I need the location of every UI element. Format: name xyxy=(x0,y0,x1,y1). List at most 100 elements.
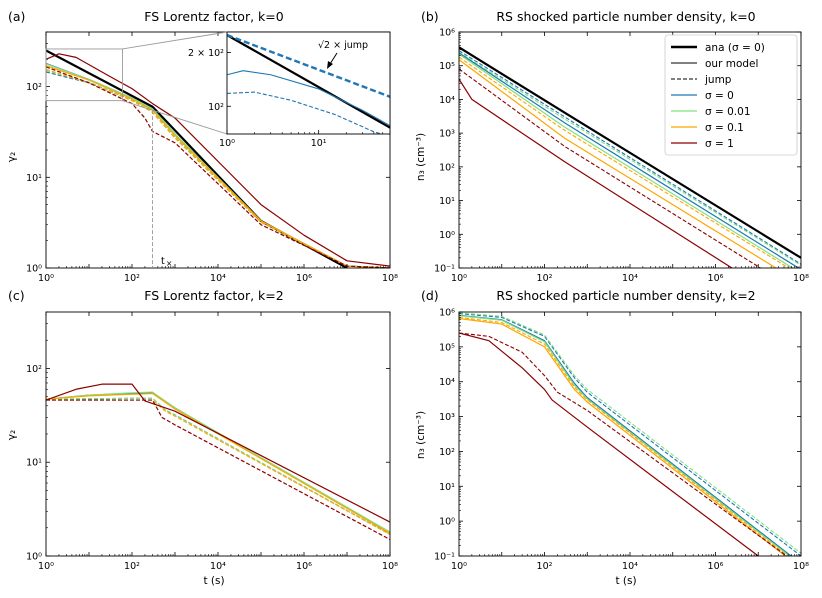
y-tick-label: 10³ xyxy=(439,412,455,423)
series-line xyxy=(459,78,734,268)
y-tick-label: 10⁶ xyxy=(439,308,455,319)
panel-c-label: (c) xyxy=(8,288,25,303)
legend-label: σ = 1 xyxy=(705,138,734,150)
inset-series-group xyxy=(227,33,390,134)
y-tick-label: 10¹ xyxy=(439,196,455,207)
panel-c: (c) FS Lorentz factor, k=2 10⁰ 10² 10⁴ 10⁶ 1… xyxy=(6,288,398,587)
inset-y-tick-label: 2 × 10² xyxy=(188,48,224,59)
series-line xyxy=(459,316,789,556)
panel-d: (d) RS shocked particle number density, … xyxy=(415,288,809,587)
series-line xyxy=(46,391,390,533)
y-tick-label: 10⁴ xyxy=(439,377,455,388)
legend-frame xyxy=(664,34,798,156)
y-tick-label: 10⁰ xyxy=(439,517,455,528)
inset-series-line xyxy=(227,91,384,134)
series-line xyxy=(46,397,390,535)
y-tick-label: 10⁰ xyxy=(26,264,42,275)
y-tick-label: 10⁴ xyxy=(439,95,455,106)
zoom-region xyxy=(45,48,123,102)
x-tick-label: 10⁴ xyxy=(622,273,638,284)
panel-c-xlabel: t (s) xyxy=(203,575,224,587)
series-line xyxy=(46,399,390,535)
x-tick-label: 10⁶ xyxy=(708,561,724,572)
x-tick-label: 10² xyxy=(124,273,140,284)
inset-x-tick-label: 10⁰ xyxy=(219,138,235,149)
series-group xyxy=(459,312,801,556)
series-line xyxy=(459,315,791,556)
panel-c-plot: 10⁰ 10² 10⁴ 10⁶ 10⁸ 10⁰ 10¹ 10² xyxy=(26,311,398,572)
inset-connector xyxy=(122,31,228,50)
series-line xyxy=(459,317,787,556)
legend-label: ana (σ = 0) xyxy=(705,42,765,54)
panel-b-title: RS shocked particle number density, k=0 xyxy=(496,9,755,24)
series-group xyxy=(46,49,390,268)
y-tick-label: 10⁶ xyxy=(439,28,455,39)
x-tick-label: 10² xyxy=(537,273,553,284)
x-tick-label: 10² xyxy=(537,561,553,572)
inset-series-line xyxy=(227,33,390,98)
inset-y-tick-label: 10² xyxy=(208,102,224,113)
x-tick-label: 10⁸ xyxy=(382,561,398,572)
legend: ana (σ = 0) our model jump σ = 0 σ = 0.01 σ =… xyxy=(664,34,798,156)
inset-annotation: √2 × jump xyxy=(318,40,368,51)
y-tick-label: 10⁵ xyxy=(439,61,455,72)
series-line xyxy=(459,332,788,556)
x-tick-label: 10⁸ xyxy=(382,273,398,284)
y-tick-label: 10² xyxy=(439,162,455,173)
x-tick-label: 10⁸ xyxy=(793,561,809,572)
x-tick-label: 10⁶ xyxy=(296,273,312,284)
legend-label: σ = 0 xyxy=(705,90,734,102)
x-tick-label: 10⁴ xyxy=(210,561,226,572)
legend-label: jump xyxy=(704,74,732,86)
y-tick-label: 10¹ xyxy=(26,173,42,184)
t-cross-label: t xyxy=(161,256,165,267)
legend-label: our model xyxy=(705,58,758,70)
series-line xyxy=(459,68,762,268)
x-tick-label: 10⁴ xyxy=(210,273,226,284)
y-tick-label: 10⁰ xyxy=(26,552,42,563)
y-tick-label: 10² xyxy=(26,82,42,93)
series-line xyxy=(46,383,390,523)
panel-b-label: (b) xyxy=(421,9,439,24)
y-tick-label: 10¹ xyxy=(26,458,42,469)
x-tick-label: 10⁶ xyxy=(296,561,312,572)
inset-annotation-arrow xyxy=(329,52,338,65)
x-tick-label: 10⁶ xyxy=(708,273,724,284)
inset-connector xyxy=(122,100,228,135)
t-cross-subscript: × xyxy=(166,259,172,268)
panel-a-ylabel: γ₂ xyxy=(6,152,18,162)
legend-label: σ = 0.1 xyxy=(705,122,744,134)
x-tick-label: 10² xyxy=(124,561,140,572)
y-tick-label: 10⁻¹ xyxy=(434,264,455,275)
inset-x-tick-label: 10¹ xyxy=(311,138,327,149)
panel-a: (a) FS Lorentz factor, k=0 10⁰ 10² 10⁴ 10⁶ 1… xyxy=(6,9,398,284)
t-cross-annotation: t × xyxy=(161,256,172,268)
y-tick-label: 10² xyxy=(26,364,42,375)
series-group xyxy=(46,383,390,541)
inset-series-line xyxy=(227,34,390,129)
y-tick-label: 10⁻¹ xyxy=(434,552,455,563)
inset-series-line xyxy=(227,70,390,127)
x-tick-label: 10⁴ xyxy=(622,561,638,572)
series-line xyxy=(46,399,390,541)
panel-d-label: (d) xyxy=(421,288,439,303)
series-line xyxy=(459,59,778,268)
x-tick-label: 10⁸ xyxy=(793,273,809,284)
panel-d-title: RS shocked particle number density, k=2 xyxy=(496,288,755,303)
inset-annotation-arrowhead xyxy=(327,61,333,69)
series-line xyxy=(459,312,801,554)
series-line xyxy=(459,56,790,268)
y-tick-label: 10⁰ xyxy=(439,230,455,241)
series-line xyxy=(459,332,759,556)
x-tick-label: 10⁰ xyxy=(451,273,467,284)
y-tick-label: 10⁵ xyxy=(439,342,455,353)
y-tick-label: 10² xyxy=(439,447,455,458)
panel-d-xlabel: t (s) xyxy=(615,575,636,587)
series-line xyxy=(459,46,801,259)
frame xyxy=(458,311,802,557)
panel-b-ylabel: n₃ (cm⁻³) xyxy=(415,133,427,181)
panel-a-plot: 10⁰ 10² 10⁴ 10⁶ 10⁸ 10⁰ 10¹ 10² xyxy=(26,31,398,284)
